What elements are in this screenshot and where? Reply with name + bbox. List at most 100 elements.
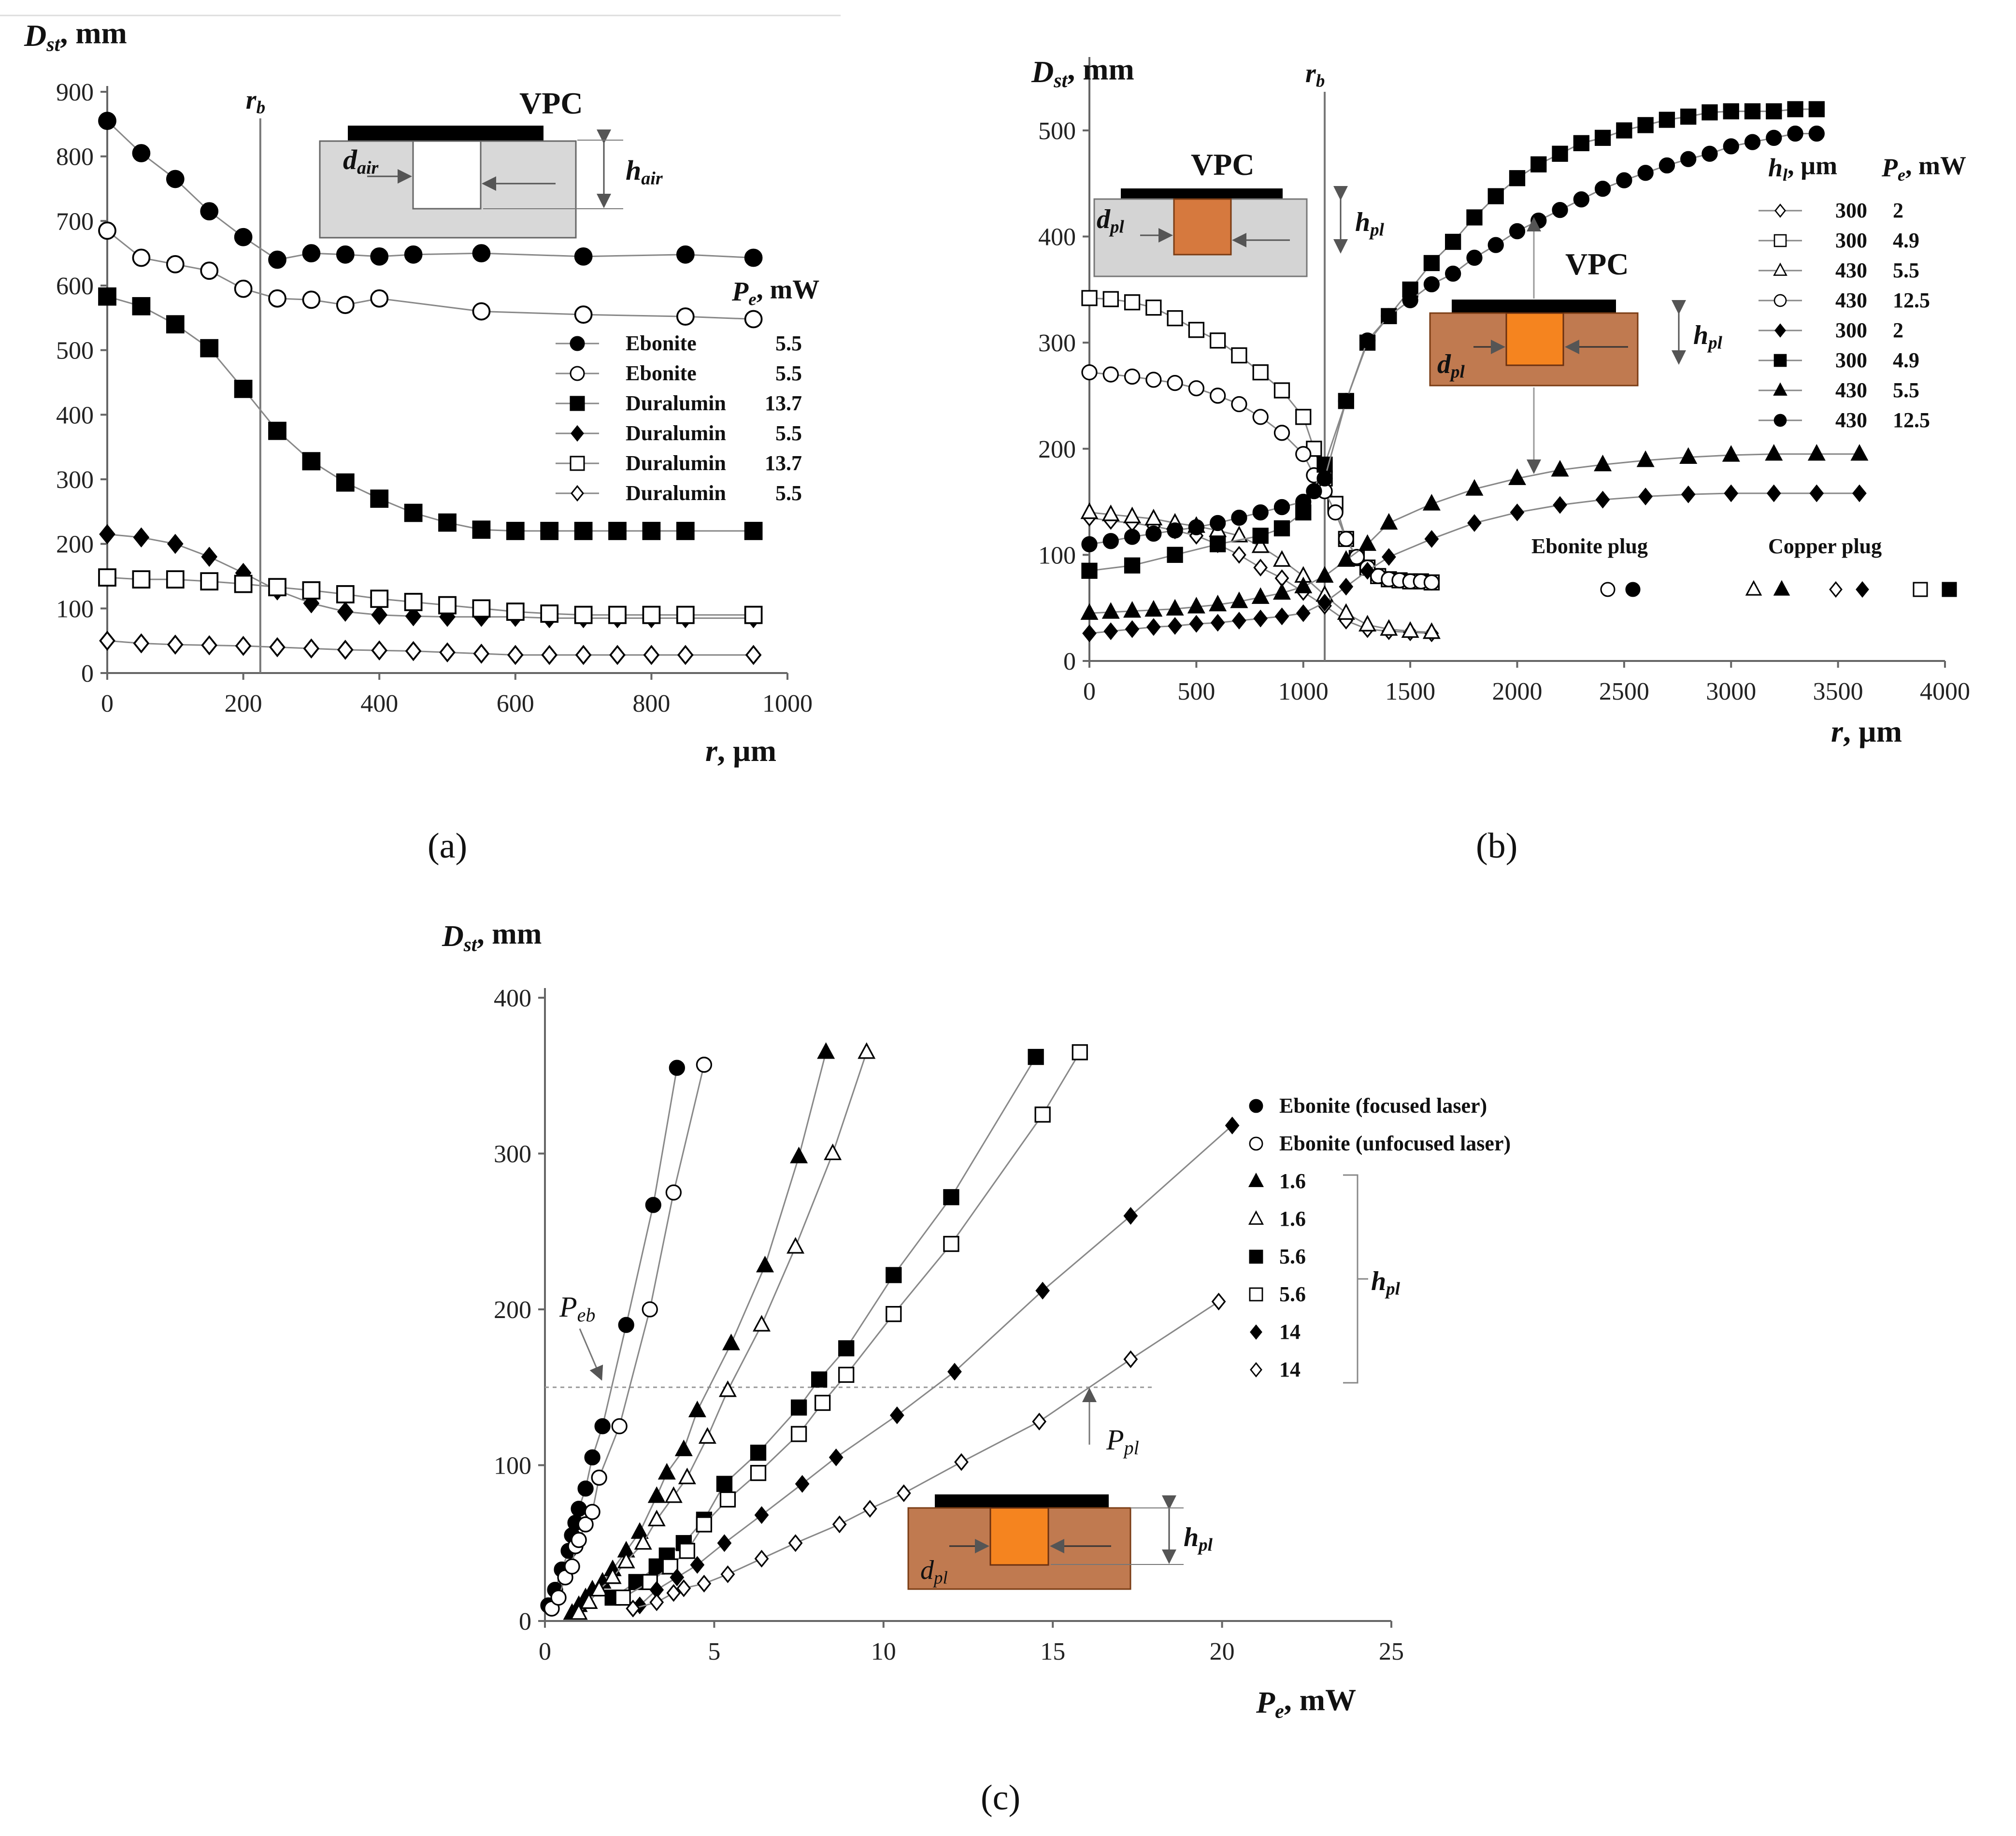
b-series-1-point <box>1081 290 1098 306</box>
c-series-7-point <box>954 1453 969 1471</box>
a-series-2-point <box>98 287 116 306</box>
b-legend-h: 300 <box>1835 199 1867 222</box>
b-series-6-point <box>1594 454 1612 472</box>
a-series-5-point <box>269 637 286 658</box>
a-series-5-point <box>371 640 388 661</box>
b-series-2-point <box>1358 615 1377 631</box>
a-legend-marker <box>571 425 584 442</box>
a-legend-name: Ebonite <box>626 361 697 385</box>
a-series-4-point <box>166 570 185 589</box>
b-series-5-point <box>1487 188 1504 204</box>
a-legend-name: Duralumin <box>626 481 726 505</box>
b-legend-h: 300 <box>1835 229 1867 252</box>
c-series-5-point <box>886 1306 902 1322</box>
a-series-1-point <box>132 248 151 267</box>
a-series-0-point <box>132 144 151 162</box>
c-series-7-point <box>788 1534 803 1552</box>
a-series-2-point <box>132 297 151 316</box>
c-series-2-point <box>658 1463 676 1480</box>
b-series-6-point <box>1144 600 1163 617</box>
b-series-2-point <box>1380 619 1398 636</box>
a-caption-part: (a) <box>428 826 467 866</box>
c-x-axis-title: Pe, mW <box>1256 1683 1356 1723</box>
b-series-5-point <box>1466 209 1483 226</box>
b-legend-marker <box>1773 294 1787 307</box>
b-legend-h-header-part: h <box>1768 153 1783 182</box>
b-caption: (b) <box>1476 826 1517 866</box>
b-series-7-point <box>1359 332 1376 349</box>
b-series-4-point <box>1232 612 1246 630</box>
a-series-0-point <box>268 250 286 269</box>
c-series-1-point <box>611 1418 628 1434</box>
b-inset1-h-label: hpl <box>1355 207 1385 240</box>
a-series-2-point <box>574 522 593 540</box>
c-series-2-point <box>688 1400 706 1418</box>
b-series-2-point <box>1337 603 1355 620</box>
a-series-0-point <box>234 228 253 246</box>
a-rb-label-part: b <box>257 98 266 117</box>
a-series-3-point <box>405 606 422 627</box>
b-series-7-point <box>1209 515 1226 531</box>
b-legend-power: 5.5 <box>1893 378 1919 402</box>
b-series-7-point <box>1145 525 1162 542</box>
b-group-label-copper: Copper plug <box>1768 534 1882 558</box>
c-series-6-point <box>670 1568 685 1587</box>
b-series-7-point <box>1306 483 1322 500</box>
c-series-7-point <box>720 1565 735 1583</box>
b-series-5-point <box>1787 101 1803 117</box>
c-series-5-point <box>615 1589 631 1606</box>
b-series-3-point <box>1252 409 1269 425</box>
c-series-3-point <box>617 1551 635 1569</box>
c-legend-label: 5.6 <box>1279 1245 1306 1268</box>
b-inset1-h-label-part: pl <box>1369 220 1385 240</box>
c-series-6-point <box>1123 1207 1138 1225</box>
c-series-5-point <box>719 1491 736 1508</box>
a-legend-name: Duralumin <box>626 391 726 415</box>
c-series-7-point <box>1123 1350 1138 1368</box>
b-legend-p-header: Pe, mW <box>1881 151 1966 185</box>
b-inset1-title: VPC <box>1191 147 1255 182</box>
a-series-4-point <box>540 604 559 623</box>
c-series-1-point <box>665 1184 682 1201</box>
b-series-6-point <box>1679 447 1698 464</box>
b-inset2-d-label-part: pl <box>1449 362 1465 382</box>
c-series-0-point <box>618 1317 634 1333</box>
a-inset-d-label-part: air <box>357 158 379 178</box>
b-series-6-point <box>1273 583 1291 600</box>
b-legend-power: 5.5 <box>1893 258 1919 282</box>
b-series-3-point <box>1423 574 1440 591</box>
b-inset2-title-part: VPC <box>1565 247 1629 281</box>
b-series-7-point <box>1766 129 1782 146</box>
c-peb-arrow <box>579 1328 603 1381</box>
b-x-tick-label: 2500 <box>1599 678 1649 705</box>
b-series-7-point <box>1573 191 1589 208</box>
a-series-2-point <box>642 522 661 540</box>
c-series-2-point <box>722 1334 740 1350</box>
a-series-0-point <box>744 248 763 267</box>
c-series-3-point <box>664 1486 683 1503</box>
c-bracket-label: hpl <box>1371 1266 1401 1299</box>
a-series-4-point <box>234 574 253 593</box>
b-inset2-h-label-part: h <box>1693 320 1708 350</box>
b-x-tick-label: 4000 <box>1920 678 1970 705</box>
a-y-tick-label: 700 <box>56 208 94 235</box>
b-x-tick-label: 3500 <box>1813 678 1863 705</box>
a-series-5-point <box>643 645 660 665</box>
c-legend-label: 14 <box>1279 1320 1301 1344</box>
b-series-7-point <box>1102 533 1119 549</box>
a-series-0-point <box>574 247 593 266</box>
a-legend-power: 5.5 <box>775 361 802 385</box>
a-inset-title: VPC <box>519 86 583 120</box>
b-legend-power: 4.9 <box>1893 229 1919 252</box>
b-series-6-point <box>1315 566 1334 583</box>
c-series-7-point <box>832 1515 847 1534</box>
c-y-tick-label: 400 <box>494 985 531 1012</box>
b-series-1-point <box>1145 300 1162 316</box>
c-series-1-point <box>571 1532 587 1548</box>
a-series-4-point <box>404 593 423 611</box>
b-series-7-point <box>1637 165 1654 181</box>
c-peb-label-part: P <box>559 1291 577 1323</box>
b-series-5-point <box>1209 536 1226 553</box>
c-legend-marker <box>1248 1173 1264 1187</box>
